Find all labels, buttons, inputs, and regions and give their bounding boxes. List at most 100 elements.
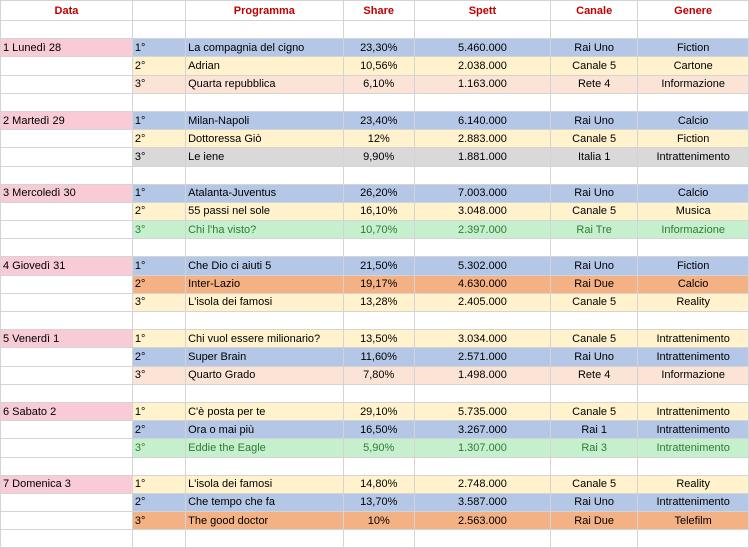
- empty-cell[interactable]: [0, 383, 133, 403]
- empty-cell[interactable]: [413, 92, 552, 112]
- empty-cell[interactable]: [0, 529, 133, 548]
- rank-cell[interactable]: 3°: [131, 74, 187, 94]
- programma-cell[interactable]: Dottoressa Giò: [185, 129, 344, 149]
- share-cell[interactable]: 23,40%: [342, 110, 415, 131]
- empty-cell[interactable]: [550, 238, 639, 258]
- empty-cell[interactable]: [0, 365, 133, 385]
- empty-cell[interactable]: [0, 201, 133, 222]
- share-cell[interactable]: 10%: [342, 511, 415, 531]
- genere-cell[interactable]: Calcio: [637, 274, 749, 294]
- empty-cell[interactable]: [413, 310, 552, 331]
- programma-cell[interactable]: Chi l'ha visto?: [185, 220, 344, 240]
- empty-cell[interactable]: [131, 456, 187, 476]
- empty-cell[interactable]: [0, 56, 133, 76]
- share-cell[interactable]: 29,10%: [342, 401, 415, 422]
- spett-cell[interactable]: 3.048.000: [413, 201, 552, 222]
- spett-cell[interactable]: 2.748.000: [413, 474, 552, 494]
- genere-cell[interactable]: Fiction: [637, 129, 749, 149]
- empty-cell[interactable]: [185, 19, 344, 40]
- share-cell[interactable]: 6,10%: [342, 74, 415, 94]
- day-label[interactable]: 1 Lunedì 28: [0, 38, 133, 58]
- spett-cell[interactable]: 5.302.000: [413, 256, 552, 276]
- share-cell[interactable]: 10,56%: [342, 56, 415, 76]
- programma-cell[interactable]: Atalanta-Juventus: [185, 183, 344, 203]
- genere-cell[interactable]: Intrattenimento: [637, 401, 749, 422]
- rank-cell[interactable]: 2°: [131, 201, 187, 222]
- spett-cell[interactable]: 6.140.000: [413, 110, 552, 131]
- share-cell[interactable]: 21,50%: [342, 256, 415, 276]
- canale-cell[interactable]: Canale 5: [550, 474, 639, 494]
- rank-cell[interactable]: 2°: [131, 129, 187, 149]
- empty-cell[interactable]: [413, 165, 552, 185]
- share-cell[interactable]: 23,30%: [342, 38, 415, 58]
- empty-cell[interactable]: [0, 274, 133, 294]
- programma-cell[interactable]: 55 passi nel sole: [185, 201, 344, 222]
- empty-cell[interactable]: [637, 19, 749, 40]
- programma-cell[interactable]: La compagnia del cigno: [185, 38, 344, 58]
- spett-cell[interactable]: 3.267.000: [413, 420, 552, 440]
- empty-cell[interactable]: [342, 529, 415, 548]
- day-label[interactable]: 4 Giovedì 31: [0, 256, 133, 276]
- empty-cell[interactable]: [550, 383, 639, 403]
- empty-cell[interactable]: [342, 238, 415, 258]
- rank-cell[interactable]: 1°: [131, 183, 187, 203]
- empty-cell[interactable]: [185, 310, 344, 331]
- empty-cell[interactable]: [342, 92, 415, 112]
- share-cell[interactable]: 10,70%: [342, 220, 415, 240]
- day-label[interactable]: 6 Sabato 2: [0, 401, 133, 422]
- canale-cell[interactable]: Rai Uno: [550, 110, 639, 131]
- spett-cell[interactable]: 2.405.000: [413, 292, 552, 313]
- canale-cell[interactable]: Rai 1: [550, 420, 639, 440]
- genere-cell[interactable]: Informazione: [637, 220, 749, 240]
- empty-cell[interactable]: [0, 420, 133, 440]
- empty-cell[interactable]: [0, 511, 133, 531]
- genere-cell[interactable]: Fiction: [637, 256, 749, 276]
- spett-cell[interactable]: 5.735.000: [413, 401, 552, 422]
- empty-cell[interactable]: [0, 19, 133, 40]
- header-canale[interactable]: Canale: [550, 0, 639, 21]
- rank-cell[interactable]: 3°: [131, 511, 187, 531]
- empty-cell[interactable]: [0, 129, 133, 149]
- empty-cell[interactable]: [0, 165, 133, 185]
- genere-cell[interactable]: Informazione: [637, 74, 749, 94]
- spett-cell[interactable]: 1.307.000: [413, 438, 552, 458]
- empty-cell[interactable]: [413, 456, 552, 476]
- empty-cell[interactable]: [0, 92, 133, 112]
- empty-cell[interactable]: [185, 383, 344, 403]
- canale-cell[interactable]: Canale 5: [550, 329, 639, 349]
- rank-cell[interactable]: 1°: [131, 110, 187, 131]
- rank-cell[interactable]: 3°: [131, 147, 187, 167]
- canale-cell[interactable]: Canale 5: [550, 129, 639, 149]
- empty-cell[interactable]: [342, 165, 415, 185]
- programma-cell[interactable]: Milan-Napoli: [185, 110, 344, 131]
- share-cell[interactable]: 26,20%: [342, 183, 415, 203]
- genere-cell[interactable]: Calcio: [637, 110, 749, 131]
- share-cell[interactable]: 16,50%: [342, 420, 415, 440]
- rank-cell[interactable]: 1°: [131, 256, 187, 276]
- rank-cell[interactable]: 3°: [131, 292, 187, 313]
- canale-cell[interactable]: Italia 1: [550, 147, 639, 167]
- empty-cell[interactable]: [550, 456, 639, 476]
- canale-cell[interactable]: Canale 5: [550, 201, 639, 222]
- share-cell[interactable]: 12%: [342, 129, 415, 149]
- canale-cell[interactable]: Rai Uno: [550, 38, 639, 58]
- empty-cell[interactable]: [550, 19, 639, 40]
- rank-cell[interactable]: 1°: [131, 401, 187, 422]
- header-genere[interactable]: Genere: [637, 0, 749, 21]
- genere-cell[interactable]: Intrattenimento: [637, 347, 749, 367]
- empty-cell[interactable]: [342, 383, 415, 403]
- genere-cell[interactable]: Musica: [637, 201, 749, 222]
- empty-cell[interactable]: [0, 147, 133, 167]
- programma-cell[interactable]: The good doctor: [185, 511, 344, 531]
- empty-cell[interactable]: [413, 383, 552, 403]
- day-label[interactable]: 5 Venerdì 1: [0, 329, 133, 349]
- rank-cell[interactable]: 1°: [131, 329, 187, 349]
- empty-cell[interactable]: [342, 310, 415, 331]
- empty-cell[interactable]: [637, 529, 749, 548]
- empty-cell[interactable]: [550, 310, 639, 331]
- empty-cell[interactable]: [0, 492, 133, 513]
- empty-cell[interactable]: [131, 383, 187, 403]
- empty-cell[interactable]: [131, 19, 187, 40]
- canale-cell[interactable]: Rai Due: [550, 511, 639, 531]
- spett-cell[interactable]: 5.460.000: [413, 38, 552, 58]
